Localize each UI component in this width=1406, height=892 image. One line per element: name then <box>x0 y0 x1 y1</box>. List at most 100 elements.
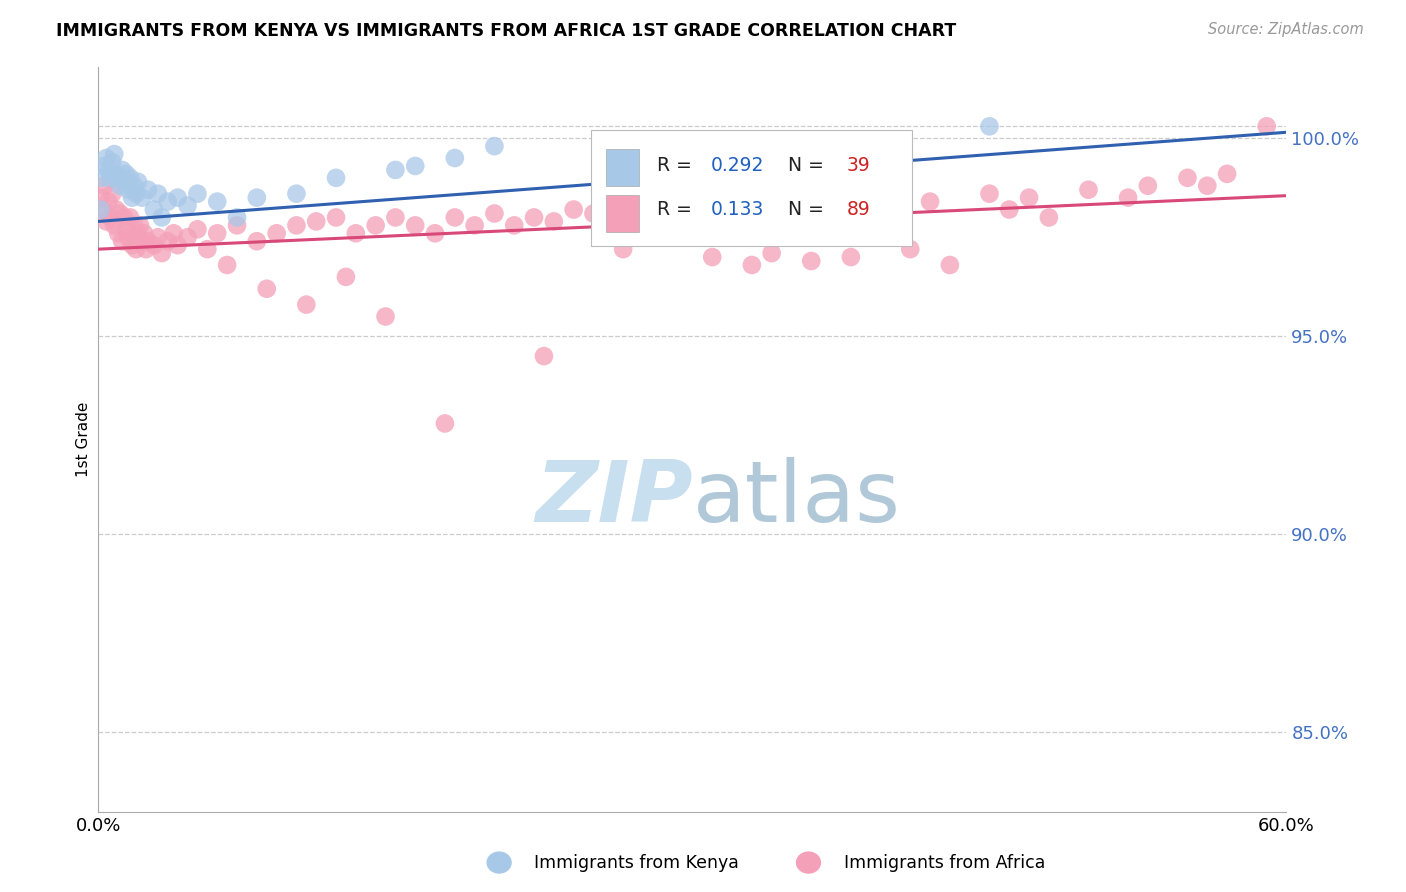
Point <box>641 206 664 220</box>
Point <box>1197 178 1219 193</box>
Point <box>121 238 143 252</box>
Point <box>800 254 823 268</box>
Point <box>115 222 138 236</box>
FancyBboxPatch shape <box>592 130 912 245</box>
Point <box>131 234 153 248</box>
Point <box>129 219 152 233</box>
Point <box>166 191 188 205</box>
Point <box>186 222 208 236</box>
Point <box>150 246 173 260</box>
Point <box>146 230 169 244</box>
Point <box>97 194 120 209</box>
Point <box>780 194 803 209</box>
Text: Immigrants from Africa: Immigrants from Africa <box>844 855 1045 872</box>
Point <box>96 214 118 228</box>
Point <box>131 191 153 205</box>
Point <box>503 219 526 233</box>
Text: IMMIGRANTS FROM KENYA VS IMMIGRANTS FROM AFRICA 1ST GRADE CORRELATION CHART: IMMIGRANTS FROM KENYA VS IMMIGRANTS FROM… <box>56 22 956 40</box>
Y-axis label: 1st Grade: 1st Grade <box>76 401 91 477</box>
Point <box>150 211 173 225</box>
Point <box>89 191 111 205</box>
Point <box>101 155 124 169</box>
Point <box>295 297 318 311</box>
Point <box>97 162 120 177</box>
Point <box>285 186 308 201</box>
Point <box>107 227 129 241</box>
Point <box>186 186 208 201</box>
Point <box>384 211 406 225</box>
Point <box>176 230 198 244</box>
Point <box>741 258 763 272</box>
Point <box>543 214 565 228</box>
Point <box>839 250 862 264</box>
Point <box>562 202 585 217</box>
Point <box>122 219 145 233</box>
Point <box>246 191 269 205</box>
Point <box>127 175 149 189</box>
Point <box>533 349 555 363</box>
Point <box>91 170 114 185</box>
Point <box>93 178 115 193</box>
Point <box>344 227 367 241</box>
Point <box>115 167 138 181</box>
Point <box>621 198 644 212</box>
Point <box>602 211 624 225</box>
Text: N =: N = <box>776 201 830 219</box>
Point <box>325 211 347 225</box>
Point <box>423 227 446 241</box>
Point <box>117 183 139 197</box>
Point <box>404 219 426 233</box>
Point <box>132 227 155 241</box>
Point <box>176 198 198 212</box>
Point <box>101 186 124 201</box>
Point <box>721 198 744 212</box>
Text: R =: R = <box>657 156 697 176</box>
Point <box>374 310 396 324</box>
Point <box>761 246 783 260</box>
Point <box>335 269 357 284</box>
Point <box>89 202 111 217</box>
Point <box>135 242 157 256</box>
Point <box>163 227 186 241</box>
Point <box>920 194 942 209</box>
Point <box>523 211 546 225</box>
Point <box>96 151 118 165</box>
Point <box>107 170 129 185</box>
FancyBboxPatch shape <box>606 149 638 186</box>
Text: Immigrants from Kenya: Immigrants from Kenya <box>534 855 740 872</box>
Point <box>1116 191 1139 205</box>
Text: R =: R = <box>657 201 697 219</box>
Point <box>125 242 148 256</box>
Point <box>142 238 165 252</box>
Text: 39: 39 <box>846 156 870 176</box>
Point <box>226 219 249 233</box>
Point <box>105 167 128 181</box>
Point <box>117 230 139 244</box>
Point <box>444 151 467 165</box>
Point <box>484 206 506 220</box>
Point <box>1177 170 1199 185</box>
Point <box>98 170 121 185</box>
Point <box>111 234 134 248</box>
Text: 0.133: 0.133 <box>710 201 763 219</box>
Point <box>820 202 842 217</box>
Point <box>108 206 131 220</box>
Text: ZIP: ZIP <box>534 458 692 541</box>
Point <box>166 238 188 252</box>
Point <box>156 194 179 209</box>
Point <box>105 202 128 217</box>
Point <box>404 159 426 173</box>
Point <box>979 120 1001 134</box>
Point <box>121 191 143 205</box>
Point <box>285 219 308 233</box>
Point <box>195 242 218 256</box>
Point <box>364 219 387 233</box>
Point <box>898 242 921 256</box>
Point <box>256 282 278 296</box>
Point <box>93 159 115 173</box>
Point <box>125 186 148 201</box>
Point <box>156 234 179 248</box>
Text: 89: 89 <box>846 201 870 219</box>
Point <box>246 234 269 248</box>
Point <box>979 186 1001 201</box>
